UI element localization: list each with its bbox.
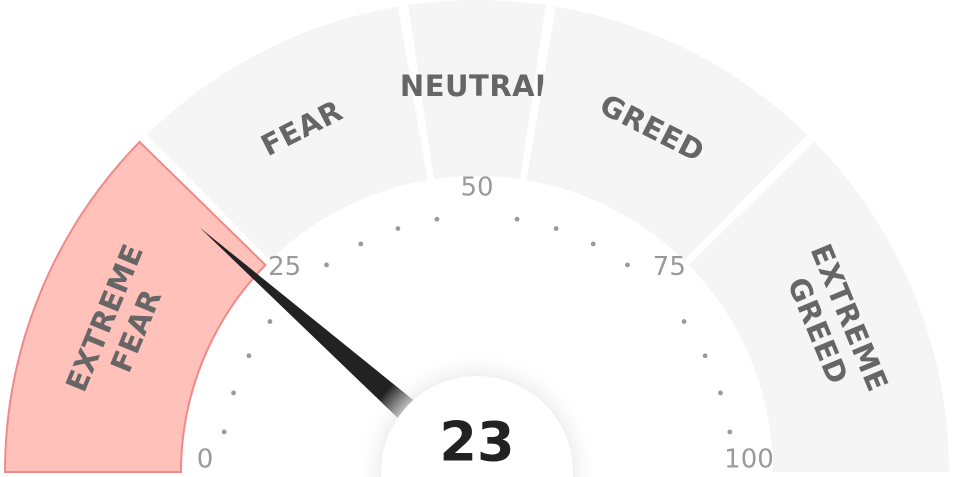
minor-dot bbox=[221, 429, 227, 435]
minor-dot bbox=[246, 353, 252, 359]
minor-dot bbox=[324, 262, 329, 268]
minor-dot bbox=[553, 226, 559, 231]
minor-dot bbox=[267, 319, 273, 324]
value-label: 23 bbox=[439, 411, 514, 474]
minor-dot bbox=[231, 390, 236, 396]
minor-dot bbox=[514, 216, 520, 222]
minor-dot bbox=[358, 241, 364, 247]
minor-dot bbox=[590, 241, 596, 247]
minor-dot bbox=[434, 216, 440, 222]
minor-dot bbox=[681, 319, 687, 324]
tick-label: 50 bbox=[460, 173, 493, 203]
minor-dot bbox=[718, 390, 723, 396]
minor-dot bbox=[395, 226, 401, 231]
segment bbox=[3, 140, 267, 473]
segment bbox=[408, 0, 546, 180]
segment-label-line: NEUTRAL bbox=[400, 69, 554, 103]
needle-layer bbox=[199, 227, 416, 421]
tick-label: 100 bbox=[724, 445, 774, 475]
segment-label: NEUTRAL bbox=[400, 69, 554, 103]
tick-label: 75 bbox=[653, 252, 686, 282]
dial: 0 25 50 75 100 bbox=[197, 173, 774, 475]
segment bbox=[688, 141, 949, 472]
tick-label: 0 bbox=[197, 445, 214, 475]
segment bbox=[146, 6, 428, 261]
minor-dot bbox=[727, 429, 733, 435]
tick-label: 25 bbox=[268, 252, 301, 282]
minor-dot bbox=[625, 262, 630, 268]
needle bbox=[199, 227, 416, 421]
segment bbox=[526, 6, 808, 261]
minor-dot bbox=[702, 353, 708, 359]
hub bbox=[381, 376, 573, 477]
